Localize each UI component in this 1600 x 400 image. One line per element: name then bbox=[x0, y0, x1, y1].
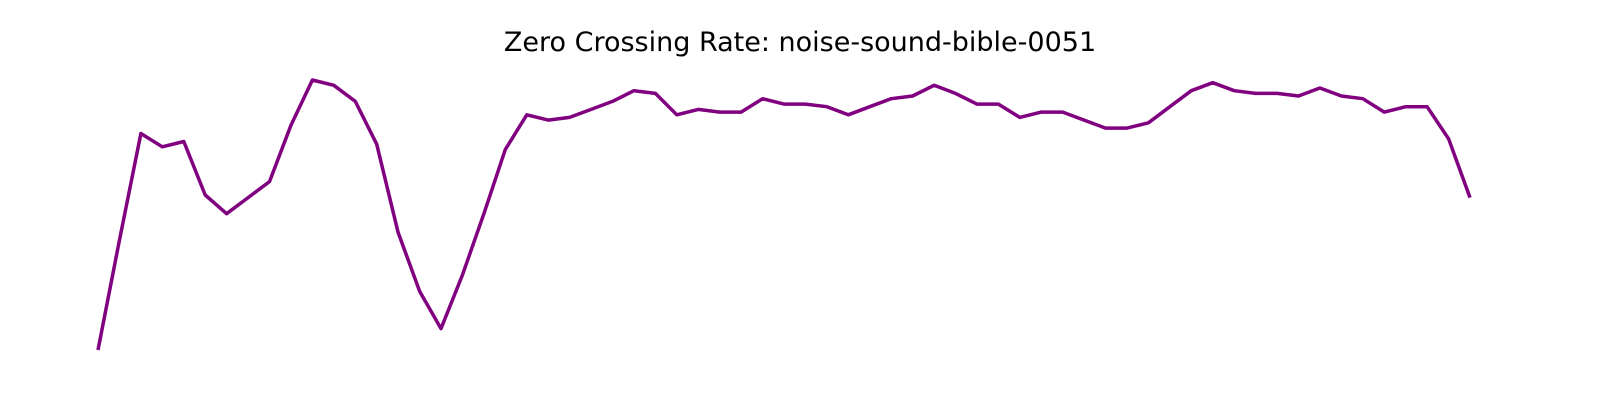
series-line-0 bbox=[96, 78, 1472, 351]
chart-title: Zero Crossing Rate: noise-sound-bible-00… bbox=[504, 27, 1096, 58]
plot-area bbox=[96, 78, 1472, 351]
